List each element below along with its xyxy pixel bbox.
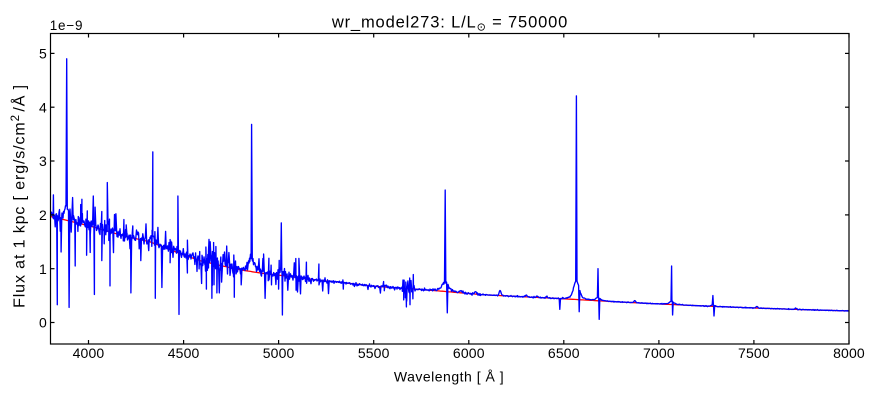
- svg-text:3: 3: [39, 153, 47, 169]
- svg-text:4000: 4000: [73, 345, 105, 361]
- svg-text:Wavelength [ Å ]: Wavelength [ Å ]: [394, 369, 504, 385]
- svg-text:0: 0: [39, 315, 47, 331]
- svg-text:1e−9: 1e−9: [50, 18, 83, 33]
- svg-text:2: 2: [39, 207, 47, 223]
- svg-text:7000: 7000: [643, 345, 675, 361]
- svg-text:6500: 6500: [548, 345, 580, 361]
- svg-text:7500: 7500: [738, 345, 770, 361]
- svg-text:4500: 4500: [168, 345, 200, 361]
- svg-text:Flux at 1 kpc [ erg/s/cm2/Å ]: Flux at 1 kpc [ erg/s/cm2/Å ]: [10, 84, 29, 308]
- svg-text:4: 4: [39, 99, 47, 115]
- svg-text:wr_model273: L/L⊙ = 750000: wr_model273: L/L⊙ = 750000: [331, 14, 568, 34]
- svg-text:5000: 5000: [263, 345, 295, 361]
- svg-text:5: 5: [39, 46, 47, 62]
- svg-text:1: 1: [39, 261, 47, 277]
- svg-text:6000: 6000: [453, 345, 485, 361]
- svg-text:5500: 5500: [358, 345, 390, 361]
- svg-text:8000: 8000: [833, 345, 865, 361]
